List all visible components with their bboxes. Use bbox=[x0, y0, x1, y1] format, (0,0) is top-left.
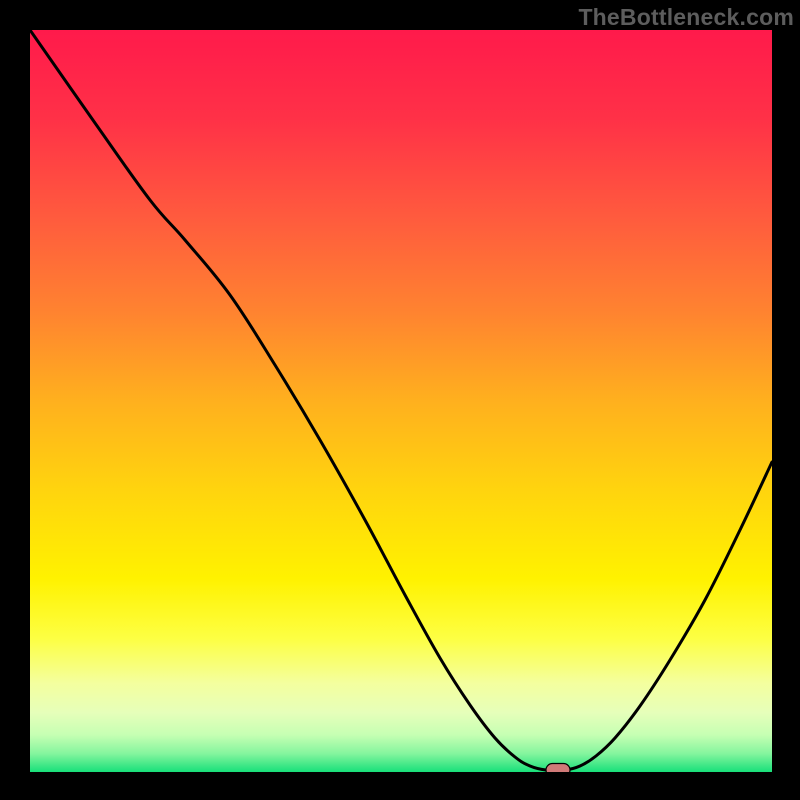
gradient-background bbox=[30, 30, 772, 772]
chart-container: { "watermark": "TheBottleneck.com", "cha… bbox=[0, 0, 800, 800]
bottleneck-chart bbox=[0, 0, 800, 800]
watermark-text: TheBottleneck.com bbox=[578, 4, 794, 31]
optimal-point-marker bbox=[546, 764, 570, 777]
